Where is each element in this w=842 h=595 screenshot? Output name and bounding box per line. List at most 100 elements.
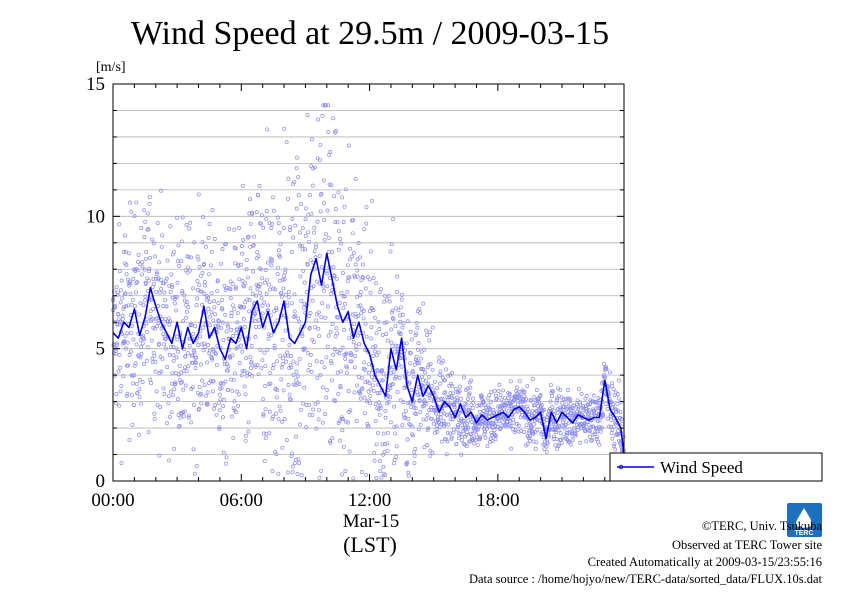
scatter-point (450, 383, 455, 388)
scatter-point (176, 349, 181, 354)
scatter-point (396, 308, 401, 313)
scatter-point (141, 362, 146, 366)
scatter-point (602, 362, 606, 366)
scatter-point (117, 269, 122, 274)
scatter-point (117, 352, 122, 357)
scatter-point (452, 402, 457, 407)
scatter-point (331, 352, 336, 357)
scatter-point (353, 177, 358, 182)
scatter-point (254, 210, 259, 215)
scatter-point (182, 409, 187, 414)
scatter-point (440, 396, 445, 401)
scatter-point (287, 366, 292, 370)
scatter-point (149, 338, 154, 343)
scatter-point (261, 412, 266, 416)
scatter-point (323, 315, 328, 320)
scatter-point (284, 140, 289, 145)
scatter-point (298, 407, 303, 412)
scatter-point (290, 470, 295, 475)
scatter-point (328, 440, 333, 445)
scatter-point (314, 242, 318, 247)
scatter-point (199, 392, 204, 397)
scatter-point (444, 367, 449, 372)
scatter-point (148, 255, 153, 260)
scatter-point (114, 401, 119, 406)
scatter-point (194, 355, 199, 360)
scatter-point (597, 442, 602, 447)
scatter-point (428, 453, 433, 458)
scatter-point (583, 428, 588, 433)
scatter-point (289, 354, 294, 358)
scatter-point (124, 272, 129, 277)
scatter-point (250, 211, 255, 216)
scatter-point (202, 291, 207, 296)
scatter-point (346, 420, 351, 425)
scatter-point (260, 311, 265, 316)
scatter-point (258, 348, 263, 353)
scatter-point (340, 345, 345, 350)
scatter-point (390, 382, 395, 387)
scatter-point (329, 378, 334, 383)
scatter-point (390, 310, 394, 315)
scatter-point (469, 431, 474, 436)
scatter-point (263, 384, 268, 389)
scatter-point (318, 157, 322, 162)
scatter-point (247, 309, 252, 314)
scatter-point (490, 439, 495, 444)
scatter-point (414, 354, 419, 359)
scatter-point (278, 255, 282, 259)
scatter-point (490, 425, 495, 430)
x-tick-label: 00:00 (91, 490, 134, 511)
scatter-point (290, 451, 295, 456)
scatter-point (562, 426, 567, 431)
scatter-point (343, 352, 348, 357)
scatter-point (258, 291, 263, 295)
scatter-point (368, 387, 373, 392)
scatter-point (127, 279, 132, 284)
scatter-point (394, 424, 399, 429)
scatter-point (338, 438, 343, 443)
scatter-point (201, 325, 206, 330)
scatter-point (428, 330, 432, 334)
scatter-point (343, 187, 348, 192)
scatter-point (173, 380, 178, 385)
scatter-point (280, 445, 285, 450)
scatter-point (190, 353, 195, 358)
scatter-point (397, 375, 402, 380)
scatter-point (417, 392, 422, 397)
scatter-point (260, 358, 265, 363)
scatter-point (121, 250, 126, 254)
scatter-point (308, 311, 313, 315)
scatter-point (556, 428, 561, 433)
scatter-point (169, 410, 174, 415)
scatter-point (256, 372, 261, 377)
scatter-point (345, 279, 350, 284)
scatter-point (182, 293, 187, 298)
scatter-point (340, 417, 345, 421)
scatter-point (351, 251, 356, 256)
scatter-point (425, 428, 430, 433)
y-tick-label: 10 (86, 206, 105, 227)
scatter-point (423, 370, 428, 375)
scatter-point (284, 359, 289, 364)
scatter-point (233, 371, 238, 376)
scatter-point (135, 391, 140, 395)
scatter-point (589, 438, 594, 443)
scatter-point (338, 241, 343, 246)
scatter-point (555, 410, 560, 415)
scatter-point (309, 163, 314, 168)
scatter-point (319, 360, 324, 364)
scatter-point (368, 401, 373, 406)
scatter-point (380, 333, 385, 337)
scatter-point (418, 356, 423, 361)
scatter-point (255, 250, 260, 255)
scatter-point (149, 381, 154, 385)
smoothed-line (112, 252, 625, 455)
scatter-point (293, 383, 298, 388)
scatter-point (130, 393, 134, 398)
scatter-point (138, 262, 143, 267)
scatter-point (493, 437, 498, 442)
scatter-point (169, 344, 174, 349)
scatter-point (207, 300, 212, 305)
